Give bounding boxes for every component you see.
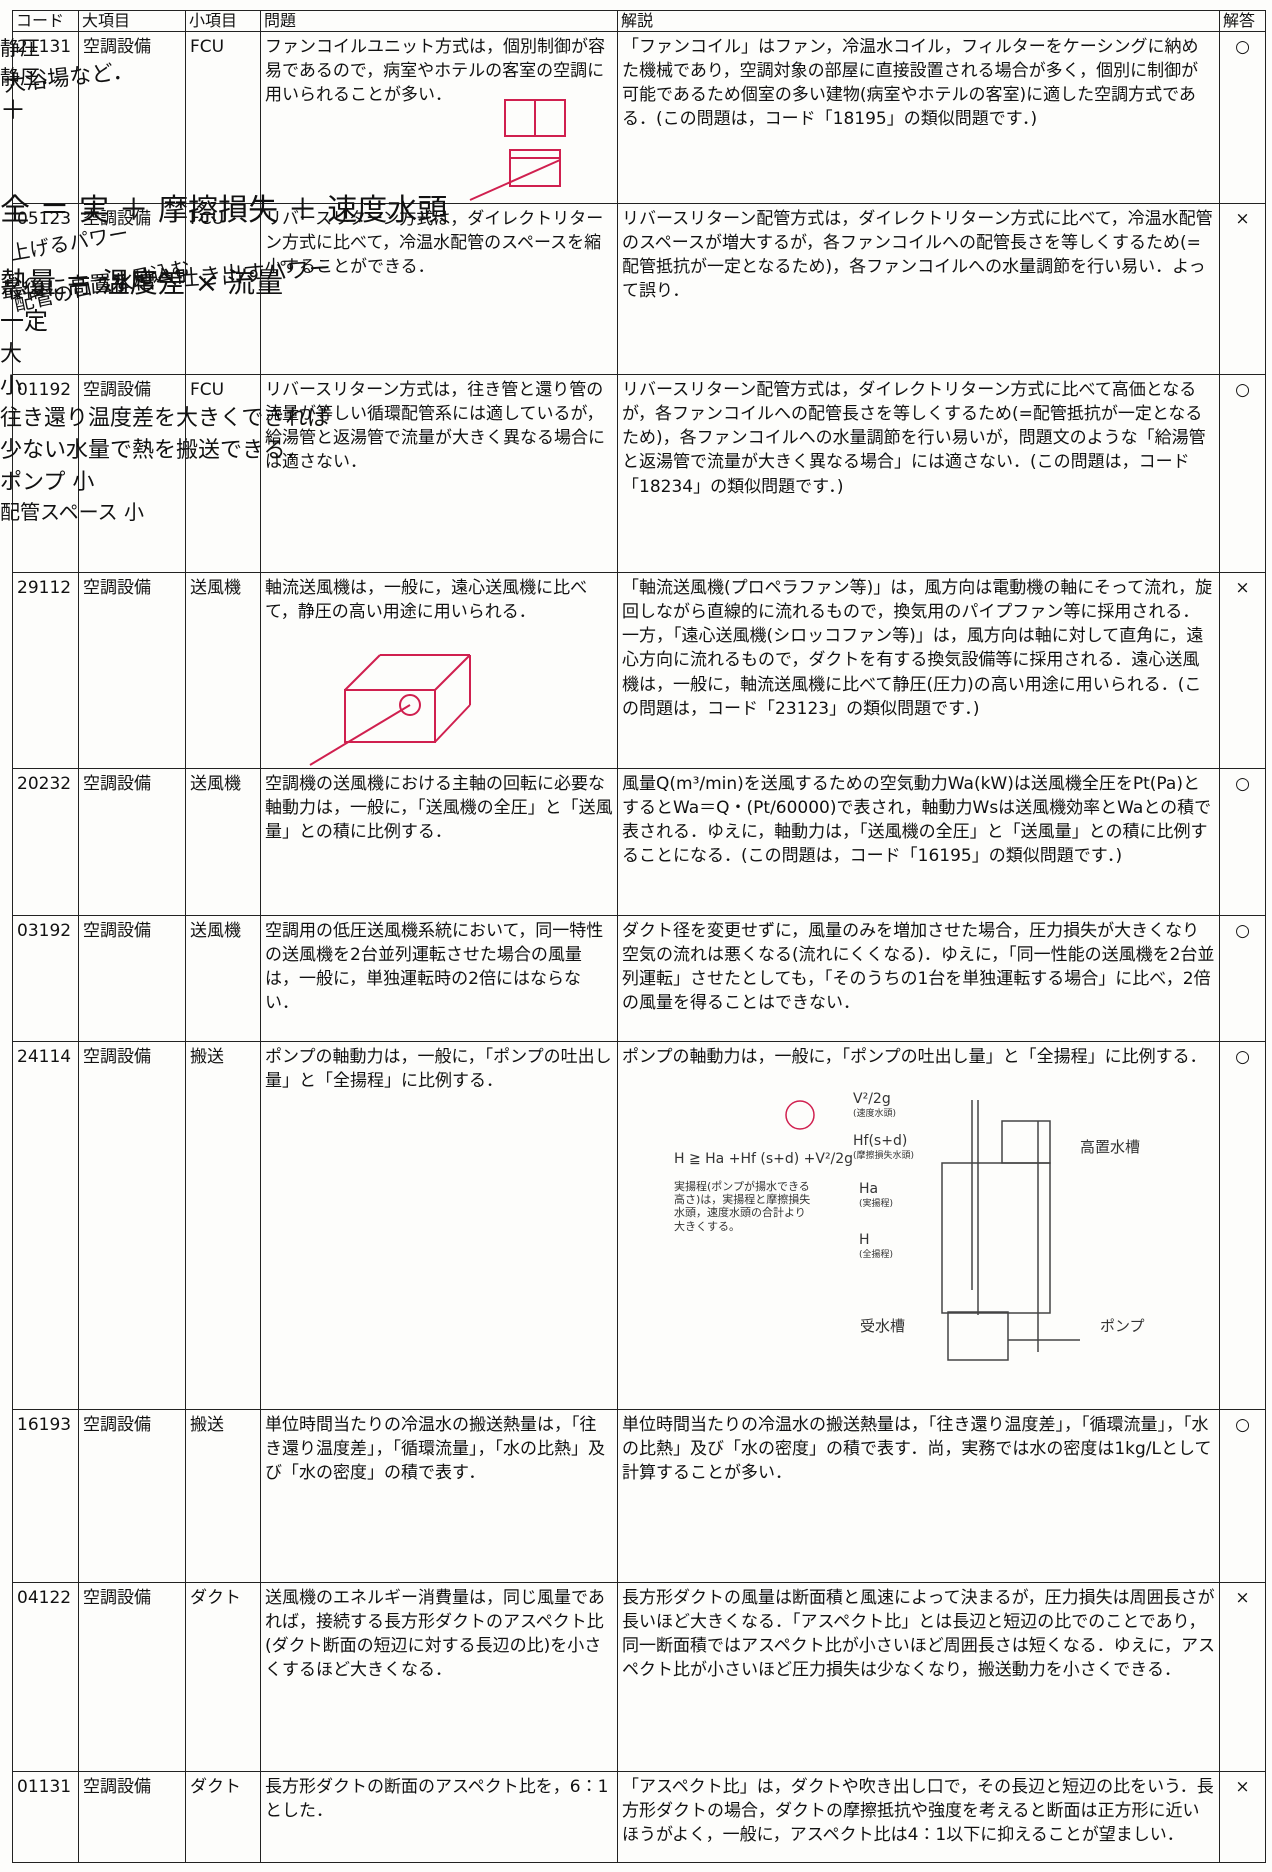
table-row: 01131 空調設備 ダクト 長方形ダクトの断面のアスペクト比を，6：1とした． 「アス…	[12, 1771, 1266, 1863]
answer-cell: ○	[1219, 1041, 1266, 1410]
diagram-label: ポンプ	[1100, 1317, 1145, 1335]
minor-item-cell: ダクト	[185, 1582, 261, 1772]
diagram-label: (実揚程)	[859, 1197, 893, 1209]
question-cell: リバースリターン方式は，ダイレクトリターン方式に比べて，冷温水配管のスペースを縮…	[260, 203, 618, 375]
handwritten-note: 静圧	[0, 36, 40, 60]
handwritten-note: 大	[0, 342, 23, 367]
code-cell: 16193	[12, 1409, 79, 1583]
major-item-cell: 空調設備	[78, 1041, 186, 1410]
pump-system-diagram	[785, 1100, 1080, 1361]
explanation-cell: 風量Q(m³/min)を送風するための空気動力Wa(kW)は送風機全圧をPt(P…	[617, 768, 1220, 916]
diagram-label: V²/2g	[853, 1091, 891, 1107]
handwritten-note: 熱量 ＝ 温度差 × 流量	[0, 266, 284, 299]
explanation-cell: リバースリターン配管方式は，ダイレクトリターン方式に比べて高価となるが，各ファン…	[617, 374, 1220, 573]
duct-sketch	[309, 654, 471, 766]
answer-cell: ×	[1219, 203, 1266, 375]
diagram-label: (摩擦損失水頭)	[853, 1149, 914, 1161]
table-row: 21131 空調設備 FCU ファンコイルユニット方式は，個別制御が容易であるので，病…	[12, 31, 1266, 204]
table-row: 16193 空調設備 搬送 単位時間当たりの冷温水の搬送熱量は，「往き還り温度差」，「…	[12, 1409, 1266, 1583]
question-cell: ポンプの軸動力は，一般に，「ポンプの吐出し量」と「全揚程」に比例する．	[260, 1041, 618, 1410]
column-header: コード	[12, 10, 79, 32]
handwritten-note: 配管スペース 小	[0, 500, 144, 524]
major-item-cell: 空調設備	[78, 915, 186, 1042]
header-row: コード 大項目 小項目 問題 解説 解答	[12, 10, 1266, 32]
handwritten-note: 小	[0, 374, 23, 399]
table-row: 24114 空調設備 搬送 ポンプの軸動力は，一般に，「ポンプの吐出し量」と「全揚程」…	[12, 1041, 1266, 1410]
answer-cell: ×	[1219, 1771, 1266, 1863]
code-cell: 20232	[12, 768, 79, 916]
handwritten-note: 往き還り温度差を大きくできれば	[0, 406, 330, 431]
question-cell: 空調用の低圧送風機系統において，同一特性の送風機を2台並列運転させた場合の風量は…	[260, 915, 618, 1042]
column-header: 解答	[1219, 10, 1266, 32]
table-row: 01192 空調設備 FCU リバースリターン方式は，往き管と還り管の流量が等しい循環…	[12, 374, 1266, 573]
handwritten-note: 一定	[0, 307, 48, 335]
diagram-label: Hf(s+d)	[853, 1133, 907, 1149]
code-cell: 03192	[12, 915, 79, 1042]
question-cell: 空調機の送風機における主軸の回転に必要な軸動力は，一般に，「送風機の全圧」と「送…	[260, 768, 618, 916]
answer-cell: ○	[1219, 1409, 1266, 1583]
code-cell: 01131	[12, 1771, 79, 1863]
major-item-cell: 空調設備	[78, 1409, 186, 1583]
question-cell: リバースリターン方式は，往き管と還り管の流量が等しい循環配管系には適しているが，…	[260, 374, 618, 573]
answer-cell: ×	[1219, 1582, 1266, 1772]
minor-item-cell: 搬送	[185, 1409, 261, 1583]
explanation-cell: リバースリターン配管方式は，ダイレクトリターン方式に比べて，冷温水配管のスペース…	[617, 203, 1220, 375]
diagram-caption: 実揚程(ポンプが揚水できる高さ)は，実揚程と摩擦損失水頭，速度水頭の合計より大き…	[674, 1180, 811, 1233]
explanation-cell: 「ファンコイル」はファン，冷温水コイル，フィルターをケーシングに納めた機械であり…	[617, 31, 1220, 204]
diagram-label: H	[859, 1232, 870, 1248]
major-item-cell: 空調設備	[78, 1771, 186, 1863]
explanation-cell: ポンプの軸動力は，一般に，「ポンプの吐出し量」と「全揚程」に比例する．	[617, 1041, 1220, 1410]
diagram-label: 受水槽	[860, 1317, 905, 1335]
explanation-cell: 長方形ダクトの風量は断面積と風速によって決まるが，圧力損失は周囲長さが長いほど大…	[617, 1582, 1220, 1772]
table-row: 05123 空調設備 FCU リバースリターン方式は，ダイレクトリターン方式に比べて，…	[12, 203, 1266, 375]
question-cell: 送風機のエネルギー消費量は，同じ風量であれば，接続する長方形ダクトのアスペクト比…	[260, 1582, 618, 1772]
table-row: 29112 空調設備 送風機 軸流送風機は，一般に，遠心送風機に比べて，静圧の高い用途…	[12, 572, 1266, 769]
question-cell: 軸流送風機は，一般に，遠心送風機に比べて，静圧の高い用途に用いられる．	[260, 572, 618, 769]
minor-item-cell: FCU	[185, 203, 261, 375]
minor-item-cell: ダクト	[185, 1771, 261, 1863]
qa-table: コード 大項目 小項目 問題 解説 解答 21131 空調設備 FCU ファンコイルユニット方式…	[12, 10, 1266, 1863]
question-cell: 単位時間当たりの冷温水の搬送熱量は，「往き還り温度差」，「循環流量」，「水の比熱…	[260, 1409, 618, 1583]
answer-cell: ○	[1219, 31, 1266, 204]
explanation-cell: 単位時間当たりの冷温水の搬送熱量は，「往き還り温度差」，「循環流量」，「水の比熱…	[617, 1409, 1220, 1583]
diagram-label: (速度水頭)	[853, 1107, 896, 1119]
answer-cell: ×	[1219, 572, 1266, 769]
handwritten-note: ＋	[0, 96, 27, 126]
fan-coil-sketch	[469, 99, 566, 201]
handwritten-note: ポンプ 小	[0, 470, 95, 495]
diagram-label: Ha	[859, 1181, 878, 1197]
answer-cell: ○	[1219, 374, 1266, 573]
answer-cell: ○	[1219, 768, 1266, 916]
minor-item-cell: 送風機	[185, 572, 261, 769]
major-item-cell: 空調設備	[78, 203, 186, 375]
diagram-label: 高置水槽	[1080, 1138, 1140, 1156]
answer-cell: ○	[1219, 915, 1266, 1042]
major-item-cell: 空調設備	[78, 1582, 186, 1772]
table-row: 03192 空調設備 送風機 空調用の低圧送風機系統において，同一特性の送風機を2台並…	[12, 915, 1266, 1042]
table-row: 04122 空調設備 ダクト 送風機のエネルギー消費量は，同じ風量であれば，接続する長…	[12, 1582, 1266, 1772]
code-cell: 01192	[12, 374, 79, 573]
explanation-cell: ダクト径を変更せずに，風量のみを増加させた場合，圧力損失が大きくなり空気の流れは…	[617, 915, 1220, 1042]
minor-item-cell: 送風機	[185, 768, 261, 916]
question-cell: 長方形ダクトの断面のアスペクト比を，6：1とした．	[260, 1771, 618, 1863]
code-cell: 24114	[12, 1041, 79, 1410]
handwritten-note: 静圧．	[0, 65, 60, 89]
formula: H ≧ Ha +Hf (s+d) +V²/2g	[674, 1151, 853, 1167]
major-item-cell: 空調設備	[78, 31, 186, 204]
handwritten-note: 全 ＝ 実 ＋ 摩擦損失 ＋ 速度水頭	[0, 193, 448, 228]
code-cell: 05123	[12, 203, 79, 375]
handwritten-note: 少ない水量で熱を搬送できる．	[0, 438, 308, 463]
table-row: 20232 空調設備 送風機 空調機の送風機における主軸の回転に必要な軸動力は，一般に…	[12, 768, 1266, 916]
code-cell: 29112	[12, 572, 79, 769]
diagram-label: (全揚程)	[859, 1248, 893, 1260]
explanation-cell: 「軸流送風機(プロペラファン等)」は，風方向は電動機の軸にそって流れ，旋回しなが…	[617, 572, 1220, 769]
